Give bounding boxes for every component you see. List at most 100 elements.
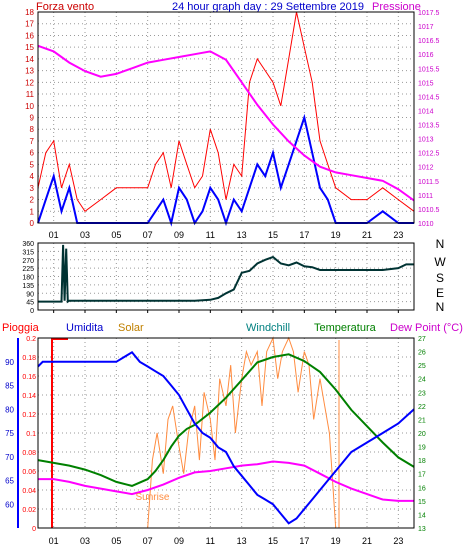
- wind-x-ticks: 01 03 05 07 09 11 13 15 17 19 21 23: [49, 230, 404, 240]
- wind-x-tick-label: 07: [143, 230, 153, 240]
- humidity-tick-label: 90: [5, 358, 14, 367]
- wind-axis-label: Forza vento: [36, 1, 94, 13]
- temp-tick-label: 20: [418, 431, 426, 438]
- temp-tick-label: 17: [418, 472, 426, 479]
- wind-tick-label: 9: [30, 114, 35, 123]
- pressure-tick-label: 1012: [418, 165, 434, 172]
- humidity-y-ticks: 60 65 70 75 80 85 90: [5, 338, 19, 528]
- temp-x-tick-label: 17: [299, 536, 309, 546]
- rain-y-ticks: 0 0.02 0.04 0.06 0.08 0.1 0.12 0.14 0.16 0.18 0.2: [22, 336, 36, 533]
- temp-x-tick-label: 03: [80, 536, 90, 546]
- temperature-series: [37, 353, 415, 487]
- compass-label: E: [436, 286, 444, 300]
- pressure-tick-label: 1011.5: [418, 179, 439, 186]
- wind-tick-label: 0: [30, 219, 35, 228]
- pressure-tick-label: 1016.5: [418, 38, 440, 45]
- rain-tick-label: 0.2: [26, 336, 36, 343]
- temp-tick-label: 21: [418, 417, 426, 424]
- wind-direction-series: [38, 244, 414, 304]
- wind-tick-label: 10: [25, 102, 34, 111]
- rain-tick-label: 0.18: [22, 355, 36, 362]
- wind-tick-label: 3: [30, 184, 35, 193]
- rain-tick-label: 0.08: [22, 450, 36, 457]
- rain-tick-label: 0.14: [22, 393, 36, 400]
- temp-x-tick-label: 09: [174, 536, 184, 546]
- humidity-tick-label: 85: [5, 382, 14, 391]
- temp-tick-label: 13: [418, 526, 426, 533]
- wind-x-tick-label: 21: [362, 230, 372, 240]
- wind-tick-label: 14: [25, 55, 34, 64]
- temp-tick-label: 19: [418, 445, 426, 452]
- rain-tick-label: 0.04: [22, 488, 36, 495]
- temp-tick-label: 22: [418, 404, 426, 411]
- temp-x-tick-label: 15: [268, 536, 278, 546]
- temp-tick-label: 23: [418, 390, 426, 397]
- rain-tick-label: 0.06: [22, 469, 36, 476]
- temp-tick-label: 24: [418, 377, 426, 384]
- pressure-y-ticks: 1010 1010.5 1011 1011.5 1012 1012.5 1013 1013.5…: [418, 10, 440, 228]
- wind-tick-label: 8: [30, 125, 35, 134]
- wind-tick-label: 13: [25, 67, 34, 76]
- pressure-tick-label: 1017: [418, 24, 434, 31]
- humidity-tick-label: 65: [5, 477, 14, 486]
- temp-tick-label: 26: [418, 350, 426, 357]
- direction-tick-label: 270: [22, 258, 34, 265]
- wind-tick-label: 15: [25, 43, 34, 52]
- dewpoint-series: [38, 460, 414, 502]
- temp-x-tick-label: 01: [49, 536, 59, 546]
- pressure-tick-label: 1011: [418, 193, 433, 200]
- temp-x-ticks: 01 03 05 07 09 11 13 15 17 19 21 23: [49, 536, 404, 546]
- temp-x-tick-label: 07: [143, 536, 153, 546]
- direction-plot-frame: [37, 242, 415, 311]
- direction-tick-label: 45: [26, 300, 34, 307]
- pressure-tick-label: 1015.5: [418, 66, 440, 73]
- direction-tick-label: 90: [26, 291, 34, 298]
- rain-tick-label: 0.1: [26, 431, 36, 438]
- temp-x-tick-label: 19: [331, 536, 341, 546]
- pressure-tick-label: 1016: [418, 52, 434, 59]
- pressure-tick-label: 1017.5: [418, 10, 440, 17]
- rain-tick-label: 0.12: [22, 412, 36, 419]
- wind-tick-label: 16: [25, 31, 34, 40]
- temp-tick-label: 27: [418, 336, 426, 343]
- pressure-tick-label: 1014: [418, 108, 434, 115]
- direction-tick-label: 360: [22, 241, 34, 248]
- legend-temperature: Temperatura: [314, 322, 377, 334]
- temp-y-ticks: 13 14 15 16 17 18 19 20 21 22 23 24 25 26 27: [418, 336, 426, 533]
- humidity-tick-label: 80: [5, 405, 14, 414]
- legend-dewpoint: Dew Point (°C): [390, 322, 463, 334]
- wind-tick-label: 7: [30, 137, 35, 146]
- wind-x-tick-label: 09: [174, 230, 184, 240]
- humidity-tick-label: 70: [5, 453, 14, 462]
- pressure-tick-label: 1010.5: [418, 207, 440, 214]
- pressure-tick-label: 1012.5: [418, 151, 440, 158]
- temp-x-tick-label: 21: [362, 536, 372, 546]
- temp-x-tick-label: 11: [206, 536, 215, 546]
- wind-tick-label: 17: [25, 20, 34, 29]
- compass-label: S: [436, 271, 444, 285]
- compass-label: N: [436, 300, 445, 314]
- rain-tick-label: 0.02: [22, 507, 36, 514]
- gust-series: [37, 11, 415, 213]
- temperature-humidity-panel: Pioggia Umidita Solar Windchill Temperat…: [2, 322, 463, 546]
- legend-humidity: Umidita: [66, 322, 104, 334]
- temp-tick-label: 25: [418, 363, 426, 370]
- rain-tick-label: 0: [32, 526, 36, 533]
- wind-tick-label: 1: [30, 207, 35, 216]
- temp-x-tick-label: 13: [237, 536, 247, 546]
- compass-label: N: [436, 237, 445, 251]
- wind-tick-label: 12: [25, 78, 34, 87]
- direction-tick-label: 135: [22, 283, 34, 290]
- wind-tick-label: 4: [30, 172, 35, 181]
- wind-tick-label: 6: [30, 149, 35, 158]
- pressure-tick-label: 1013: [418, 137, 434, 144]
- direction-tick-label: 180: [22, 275, 34, 282]
- legend-rain: Pioggia: [2, 322, 40, 334]
- legend-solar: Solar: [118, 322, 144, 334]
- pressure-series: [37, 44, 415, 202]
- wind-tick-label: 11: [26, 90, 35, 99]
